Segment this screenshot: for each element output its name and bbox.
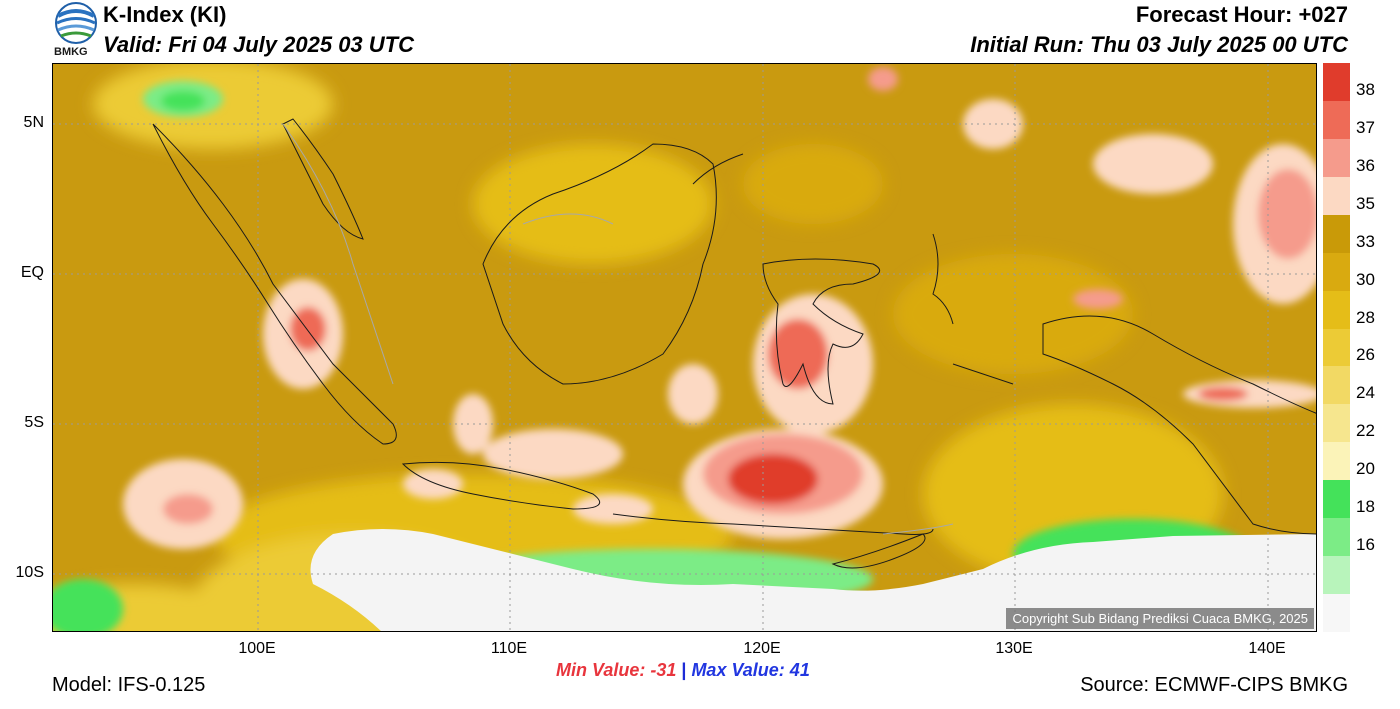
colorbar-swatch bbox=[1323, 442, 1350, 481]
lon-label-100e: 100E bbox=[238, 640, 276, 657]
colorbar-swatch bbox=[1323, 328, 1350, 367]
k-index-map[interactable]: Copyright Sub Bidang Prediksi Cuaca BMKG… bbox=[52, 63, 1317, 632]
colorbar-swatch bbox=[1323, 366, 1350, 405]
max-value: Max Value: 41 bbox=[691, 660, 810, 680]
colorbar-swatch bbox=[1323, 518, 1350, 557]
colorbar-label: 28 bbox=[1356, 307, 1375, 327]
colorbar-label: 30 bbox=[1356, 269, 1375, 289]
lon-label-110e: 110E bbox=[490, 640, 528, 657]
lon-label-140e: 140E bbox=[1248, 640, 1286, 657]
colorbar-swatch bbox=[1323, 480, 1350, 519]
colorbar-swatch bbox=[1323, 138, 1350, 178]
logo-text: BMKG bbox=[54, 46, 88, 58]
colorbar-swatch bbox=[1323, 556, 1350, 595]
field-red-zones bbox=[123, 67, 1316, 549]
min-max-values: Min Value: -31 | Max Value: 41 bbox=[556, 660, 810, 681]
colorbar-swatch bbox=[1323, 176, 1350, 216]
lat-label-5s: 5S bbox=[24, 414, 44, 431]
map-canvas bbox=[53, 64, 1316, 631]
colorbar-label: 38 bbox=[1356, 79, 1375, 99]
colorbar-label: 22 bbox=[1356, 421, 1375, 441]
colorbar-label: 26 bbox=[1356, 345, 1375, 365]
colorbar-swatch bbox=[1323, 404, 1350, 443]
field-white-zones bbox=[310, 529, 1316, 631]
forecast-hour: Forecast Hour: +027 bbox=[1135, 2, 1348, 27]
colorbar-label: 16 bbox=[1356, 535, 1375, 555]
colorbar-label: 24 bbox=[1356, 383, 1375, 403]
lat-label-10s: 10S bbox=[15, 564, 44, 581]
copyright-notice: Copyright Sub Bidang Prediksi Cuaca BMKG… bbox=[1006, 608, 1314, 629]
colorbar-label: 36 bbox=[1356, 155, 1375, 175]
colorbar-swatch bbox=[1323, 252, 1350, 292]
colorbar-label: 18 bbox=[1356, 497, 1375, 517]
colorbar-swatch bbox=[1323, 594, 1350, 633]
initial-run: Initial Run: Thu 03 July 2025 00 UTC bbox=[970, 32, 1348, 57]
lon-label-120e: 120E bbox=[743, 640, 781, 657]
colorbar bbox=[1323, 63, 1350, 633]
graticule bbox=[53, 64, 1316, 631]
lat-label-5n: 5N bbox=[23, 114, 44, 131]
colorbar-label: 33 bbox=[1356, 231, 1375, 251]
colorbar-swatch bbox=[1323, 100, 1350, 140]
colorbar-label: 20 bbox=[1356, 459, 1375, 479]
map-title: K-Index (KI) bbox=[103, 2, 227, 27]
colorbar-swatch bbox=[1323, 214, 1350, 254]
colorbar-swatch bbox=[1323, 290, 1350, 330]
bmkg-logo bbox=[52, 2, 100, 60]
colorbar-label: 35 bbox=[1356, 193, 1375, 213]
colorbar-label: 37 bbox=[1356, 117, 1375, 137]
lat-label-eq: EQ bbox=[20, 264, 44, 281]
colorbar-swatch bbox=[1323, 63, 1350, 102]
model-label: Model: IFS-0.125 bbox=[52, 674, 206, 696]
source-label: Source: ECMWF-CIPS BMKG bbox=[1080, 674, 1348, 696]
min-value: Min Value: -31 bbox=[556, 660, 677, 680]
lon-label-130e: 130E bbox=[995, 640, 1033, 657]
value-separator: | bbox=[681, 660, 687, 680]
coastlines bbox=[152, 118, 1316, 569]
valid-time: Valid: Fri 04 July 2025 03 UTC bbox=[103, 32, 414, 57]
maritime-boundaries bbox=[282, 123, 954, 535]
